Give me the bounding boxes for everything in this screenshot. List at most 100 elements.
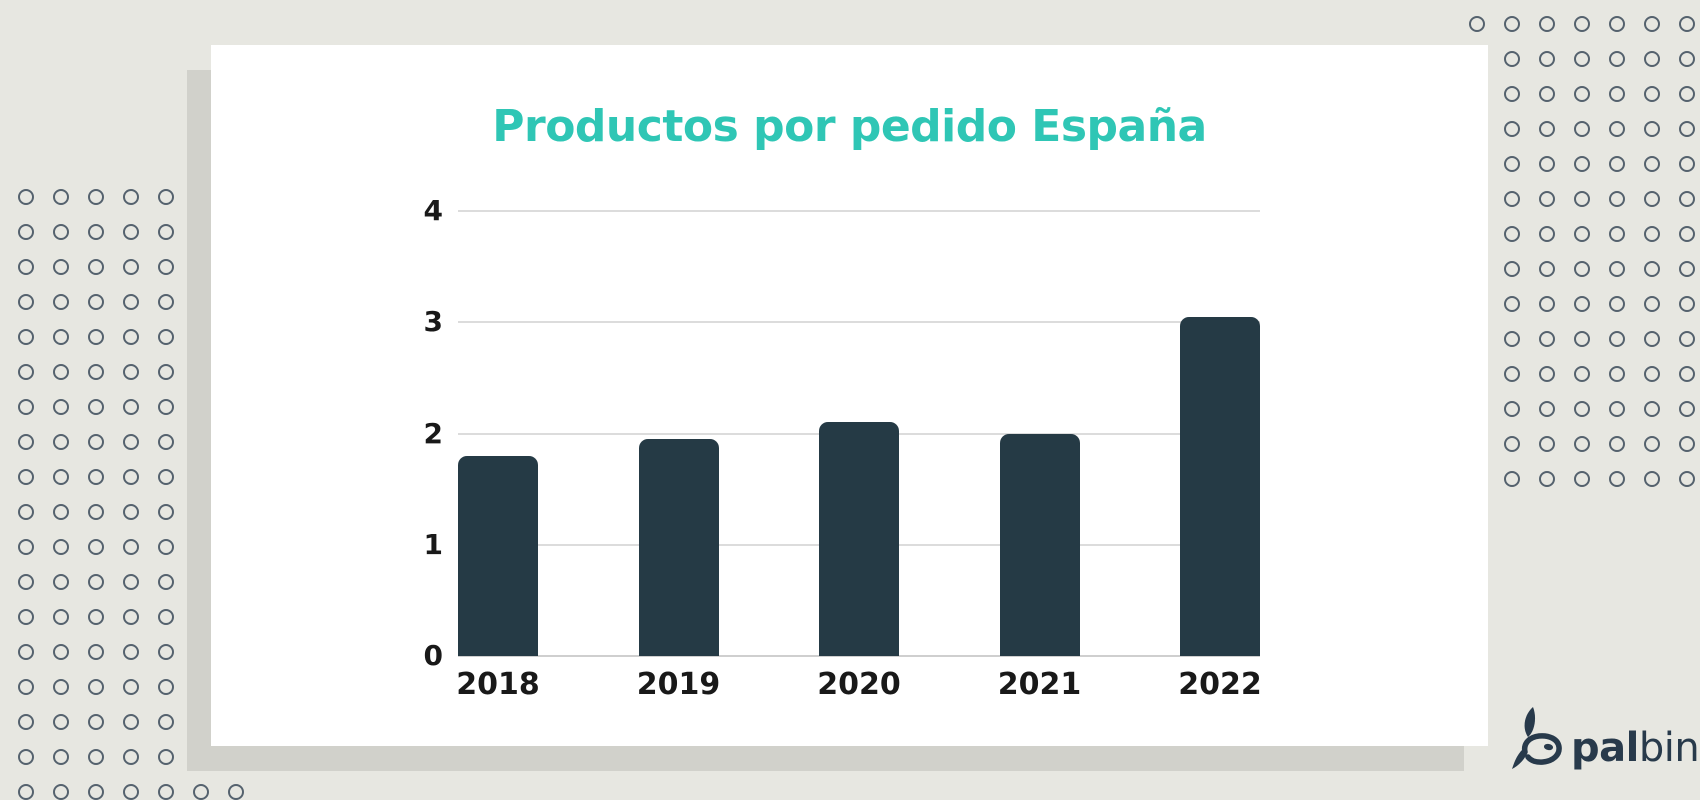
dot-circle xyxy=(18,294,34,310)
dot-circle xyxy=(1504,471,1520,487)
dot-circle xyxy=(1609,191,1625,207)
x-axis-tick-label: 2022 xyxy=(1178,667,1262,702)
dot-circle xyxy=(1539,191,1555,207)
dot-circle xyxy=(53,784,69,800)
dot-circle xyxy=(123,539,139,555)
dot-circle xyxy=(1504,226,1520,242)
dot-circle xyxy=(1574,331,1590,347)
dot-circle xyxy=(123,224,139,240)
dot-circle xyxy=(1609,226,1625,242)
dot-circle xyxy=(1644,261,1660,277)
dot-circle xyxy=(158,399,174,415)
dot-circle xyxy=(53,224,69,240)
dot-circle xyxy=(193,784,209,800)
dot-circle xyxy=(123,469,139,485)
dot-circle xyxy=(158,294,174,310)
y-axis-tick-label: 0 xyxy=(423,639,443,672)
dot-circle xyxy=(18,574,34,590)
dot-circle xyxy=(1504,121,1520,137)
dot-circle xyxy=(123,504,139,520)
dot-circle xyxy=(1609,86,1625,102)
dot-circle xyxy=(53,399,69,415)
y-axis-tick-label: 4 xyxy=(423,194,443,227)
dot-circle xyxy=(1644,86,1660,102)
dot-circle xyxy=(1609,16,1625,32)
dot-circle xyxy=(1644,331,1660,347)
dot-circle xyxy=(18,434,34,450)
dot-circle xyxy=(1504,86,1520,102)
dot-circle xyxy=(53,189,69,205)
bar-2022 xyxy=(1180,316,1260,656)
dot-circle xyxy=(18,189,34,205)
dot-circle xyxy=(88,294,104,310)
dot-circle xyxy=(158,329,174,345)
dot-circle xyxy=(88,329,104,345)
dot-circle xyxy=(1679,366,1695,382)
dot-circle xyxy=(1679,296,1695,312)
dot-circle xyxy=(1644,366,1660,382)
dot-circle xyxy=(1539,156,1555,172)
palbin-fish-icon xyxy=(1512,707,1562,769)
dot-circle xyxy=(1574,401,1590,417)
dot-circle xyxy=(88,574,104,590)
dot-circle xyxy=(88,434,104,450)
dot-circle xyxy=(1574,366,1590,382)
bar-2018 xyxy=(458,455,538,656)
dot-circle xyxy=(88,224,104,240)
dot-circle xyxy=(1609,401,1625,417)
dot-circle xyxy=(1644,471,1660,487)
dot-circle xyxy=(1679,226,1695,242)
dot-circle xyxy=(1679,401,1695,417)
palbin-logo: palbin xyxy=(1510,706,1700,771)
dot-circle xyxy=(1539,261,1555,277)
dot-circle xyxy=(1504,366,1520,382)
dot-circle xyxy=(18,749,34,765)
dot-circle xyxy=(1609,296,1625,312)
dot-circle xyxy=(1679,191,1695,207)
dot-circle xyxy=(158,784,174,800)
dot-circle xyxy=(1644,401,1660,417)
dot-circle xyxy=(1679,156,1695,172)
dot-circle xyxy=(1574,16,1590,32)
dot-circle xyxy=(1504,156,1520,172)
dot-circle xyxy=(1574,261,1590,277)
dot-circle xyxy=(123,399,139,415)
dot-circle xyxy=(1609,51,1625,67)
dot-circle xyxy=(1504,51,1520,67)
x-axis-tick-label: 2021 xyxy=(997,667,1082,702)
dot-circle xyxy=(1574,121,1590,137)
dot-circle xyxy=(1539,296,1555,312)
chart-card: Productos por pedido España 0 1 2 3 4 2018 201… xyxy=(211,45,1488,746)
dot-circle xyxy=(1504,436,1520,452)
dot-circle xyxy=(158,259,174,275)
dot-circle xyxy=(18,539,34,555)
dot-circle xyxy=(1574,51,1590,67)
dot-circle xyxy=(53,259,69,275)
dot-circle xyxy=(158,469,174,485)
dot-circle xyxy=(158,434,174,450)
dot-circle xyxy=(123,609,139,625)
dot-circle xyxy=(1574,226,1590,242)
dot-circle xyxy=(88,259,104,275)
dot-circle xyxy=(53,644,69,660)
dot-circle xyxy=(1609,121,1625,137)
dot-circle xyxy=(1504,261,1520,277)
dot-circle xyxy=(88,539,104,555)
dot-circle xyxy=(53,329,69,345)
dot-circle xyxy=(88,189,104,205)
dot-circle xyxy=(1504,191,1520,207)
dot-circle xyxy=(123,749,139,765)
dot-circle xyxy=(123,644,139,660)
dot-circle xyxy=(1504,401,1520,417)
dot-circle xyxy=(88,784,104,800)
dot-circle xyxy=(158,679,174,695)
dot-circle xyxy=(1679,436,1695,452)
dot-circle xyxy=(88,469,104,485)
dot-circle xyxy=(158,609,174,625)
dot-circle xyxy=(1539,16,1555,32)
dot-circle xyxy=(1539,436,1555,452)
dot-circle xyxy=(1644,191,1660,207)
x-axis-tick-label: 2018 xyxy=(456,667,540,702)
dot-circle xyxy=(158,504,174,520)
logo-text-light: bin xyxy=(1638,725,1700,771)
